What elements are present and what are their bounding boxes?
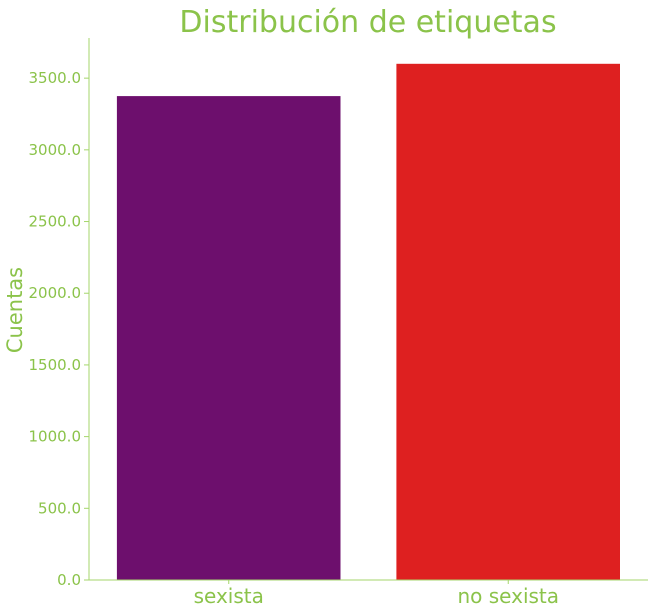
y-ticks: 0.0 500.0 1000.0 1500.0 2000.0 2500.0 3000.0 35… xyxy=(29,69,90,589)
y-tick-label-3: 1500.0 xyxy=(29,356,82,374)
x-tick-label-0: sexista xyxy=(194,584,264,608)
bar-1 xyxy=(396,64,620,580)
x-tick-label-1: no sexista xyxy=(457,584,559,608)
y-axis-label: Cuentas xyxy=(3,267,27,353)
y-tick-label-6: 3000.0 xyxy=(29,141,82,159)
y-tick-label-0: 0.0 xyxy=(57,571,81,589)
bar-0 xyxy=(117,96,341,580)
y-tick-label-5: 2500.0 xyxy=(29,213,82,231)
y-tick-label-2: 1000.0 xyxy=(29,428,82,446)
y-tick-label-4: 2000.0 xyxy=(29,284,82,302)
y-tick-label-1: 500.0 xyxy=(38,499,81,517)
chart-title: Distribución de etiquetas xyxy=(179,5,556,40)
bars xyxy=(117,64,620,580)
x-ticks: sexista no sexista xyxy=(194,580,559,608)
y-tick-label-7: 3500.0 xyxy=(29,69,82,87)
